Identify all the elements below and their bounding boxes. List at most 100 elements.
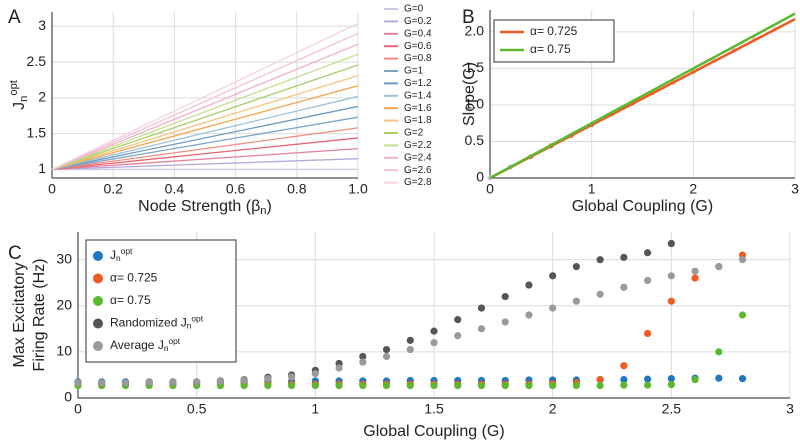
legend-label: G=0.6 [404,41,432,52]
data-point [454,381,462,390]
x-axis-label-after: ) [267,198,272,215]
data-point [501,292,509,301]
legend-label: G=0.4 [404,28,432,39]
data-point [738,311,747,319]
data-point [620,362,628,370]
legend-label: G=0 [404,4,424,15]
data-point [430,327,438,335]
x-axis-label: Node Strength (βn) [138,198,272,217]
x-tick-label: 2 [549,401,557,417]
data-point [454,316,462,324]
data-point [644,329,652,338]
y-tick-label: 2 [38,89,46,105]
data-point [549,381,557,390]
x-tick-label: 0 [74,401,82,417]
x-axis-label-text: Node Strength (β [138,198,260,215]
y-axis-label: Max Excitatory [11,263,28,368]
data-point [430,381,438,390]
legend-box [493,19,615,63]
data-point [620,253,628,261]
legend-label-sub: n [164,343,169,353]
x-tick-label: 2.5 [662,401,682,417]
data-point [359,381,367,390]
legend-label: α= 0.725 [530,24,578,38]
y-tick-label: 0 [476,169,484,185]
x-tick-label: 3 [791,181,799,197]
legend-label: Jnopt [110,246,133,263]
data-point [311,369,319,378]
data-point [620,381,628,389]
legend-label: G=0.8 [404,53,432,64]
data-point [667,239,675,248]
legend-swatch [93,296,103,306]
x-tick-label: 1 [588,181,596,197]
data-point [454,332,462,340]
x-tick-label: 1.5 [424,401,444,417]
y-axis-label: Slope(G) [461,62,478,126]
series-line [51,127,359,171]
data-point [549,304,557,312]
data-point [382,345,391,354]
data-point [382,352,391,361]
data-point [240,376,248,384]
y-tick-label: 0.5 [465,132,485,148]
data-point [572,381,581,390]
legend-label: G=2.4 [404,152,432,163]
legend-label-sub: n [116,253,121,263]
data-point [715,262,723,271]
legend-label: Average Jnopt [110,336,181,353]
y-axis-label: Firing Rate (Hz) [31,259,48,372]
legend-label: G=1.6 [404,103,432,114]
data-point [691,267,699,275]
data-point [406,345,414,354]
data-point [430,339,438,347]
legend-label: G=0.2 [404,16,432,27]
legend-swatch [93,273,103,284]
legend-label: G=1 [404,66,424,77]
legend-swatch [93,251,103,261]
data-point [382,381,391,390]
data-point [501,318,509,326]
legend-label: G=1.2 [404,78,432,89]
data-point [359,352,367,361]
data-point [193,378,201,386]
y-axis-label-sub: n [18,96,30,102]
legend-label-text: Randomized J [110,316,187,330]
data-point [359,358,367,366]
legend-swatch [93,318,103,329]
legend-label-sub: n [187,321,192,331]
data-point [477,381,486,390]
series-line [51,75,359,171]
x-tick-label: 0.4 [165,181,185,197]
legend-label: G=1.4 [404,90,432,101]
data-point [525,381,533,390]
data-point [216,377,224,385]
x-tick-label: 1 [311,401,319,417]
y-tick-label: 2.0 [465,23,485,39]
legend-label: G=2.8 [404,177,432,188]
data-point [311,381,319,390]
series-line [51,148,359,171]
data-point [644,276,652,285]
x-tick-label: 0 [48,181,56,197]
data-point [406,381,414,390]
x-tick-label: 0.5 [187,401,207,417]
legend-swatch [93,341,103,351]
data-point [644,381,652,389]
y-tick-label: 1 [38,160,46,176]
data-point [620,375,628,384]
data-point [288,373,296,381]
data-point [477,325,486,333]
series-line [51,95,359,171]
data-point [620,283,628,291]
x-axis-label: Global Coupling (G) [363,423,504,440]
data-point [715,348,723,356]
data-point [525,281,533,289]
data-point [572,297,581,305]
data-point [98,379,106,387]
data-point [406,336,414,344]
legend-label-text: Average J [110,338,164,352]
data-point [644,249,652,257]
y-tick-label: 0 [64,389,72,405]
